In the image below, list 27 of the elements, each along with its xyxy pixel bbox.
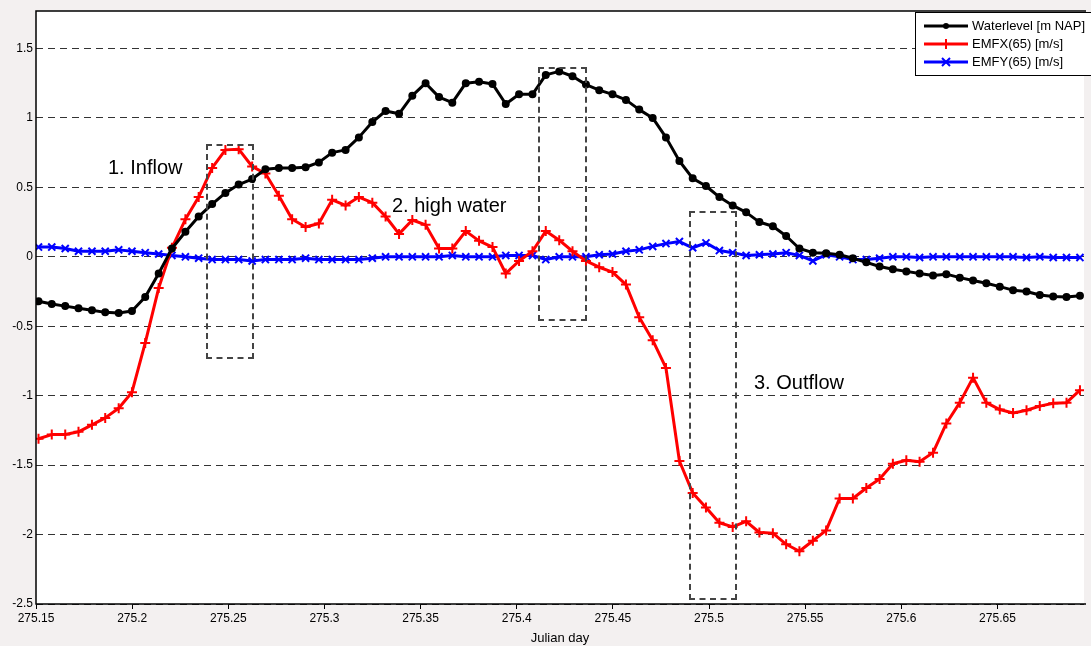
legend-label: EMFX(65) [m/s]: [972, 35, 1064, 53]
x-tick-label: 275.5: [694, 610, 725, 625]
x-tick-label: 275.2: [117, 610, 148, 625]
x-tick-label: 275.3: [309, 610, 340, 625]
x-tick-label: 275.6: [886, 610, 917, 625]
y-tick-label: -2.5: [12, 596, 34, 611]
annotation: 3. Outflow: [754, 370, 845, 394]
y-tick-label: -1: [22, 388, 34, 402]
y-tick-label: -1.5: [12, 457, 34, 472]
x-tick-label: 275.65: [979, 610, 1017, 625]
annotation: 2. high water: [392, 193, 507, 217]
y-tick-label: 1.5: [16, 40, 34, 55]
y-tick-label: -0.5: [12, 318, 34, 333]
x-tick-label: 275.25: [209, 610, 247, 625]
legend-label: EMFY(65) [m/s]: [972, 53, 1064, 71]
y-tick-label: -2: [22, 526, 34, 541]
y-tick-label: 0.5: [16, 179, 34, 194]
annotation: 1. Inflow: [108, 155, 183, 179]
x-tick-label: 275.35: [402, 610, 440, 625]
y-tick-label: 1: [26, 110, 34, 125]
x-tick-label: 275.15: [17, 610, 55, 625]
x-tick-label: 275.4: [501, 610, 533, 625]
x-tick-label: 275.55: [786, 610, 824, 625]
y-tick-label: 0: [26, 249, 34, 264]
x-tick-label: 275.45: [594, 610, 632, 625]
legend-label: Waterlevel [m NAP]: [972, 17, 1085, 35]
x-axis-title: Julian day: [530, 629, 590, 645]
